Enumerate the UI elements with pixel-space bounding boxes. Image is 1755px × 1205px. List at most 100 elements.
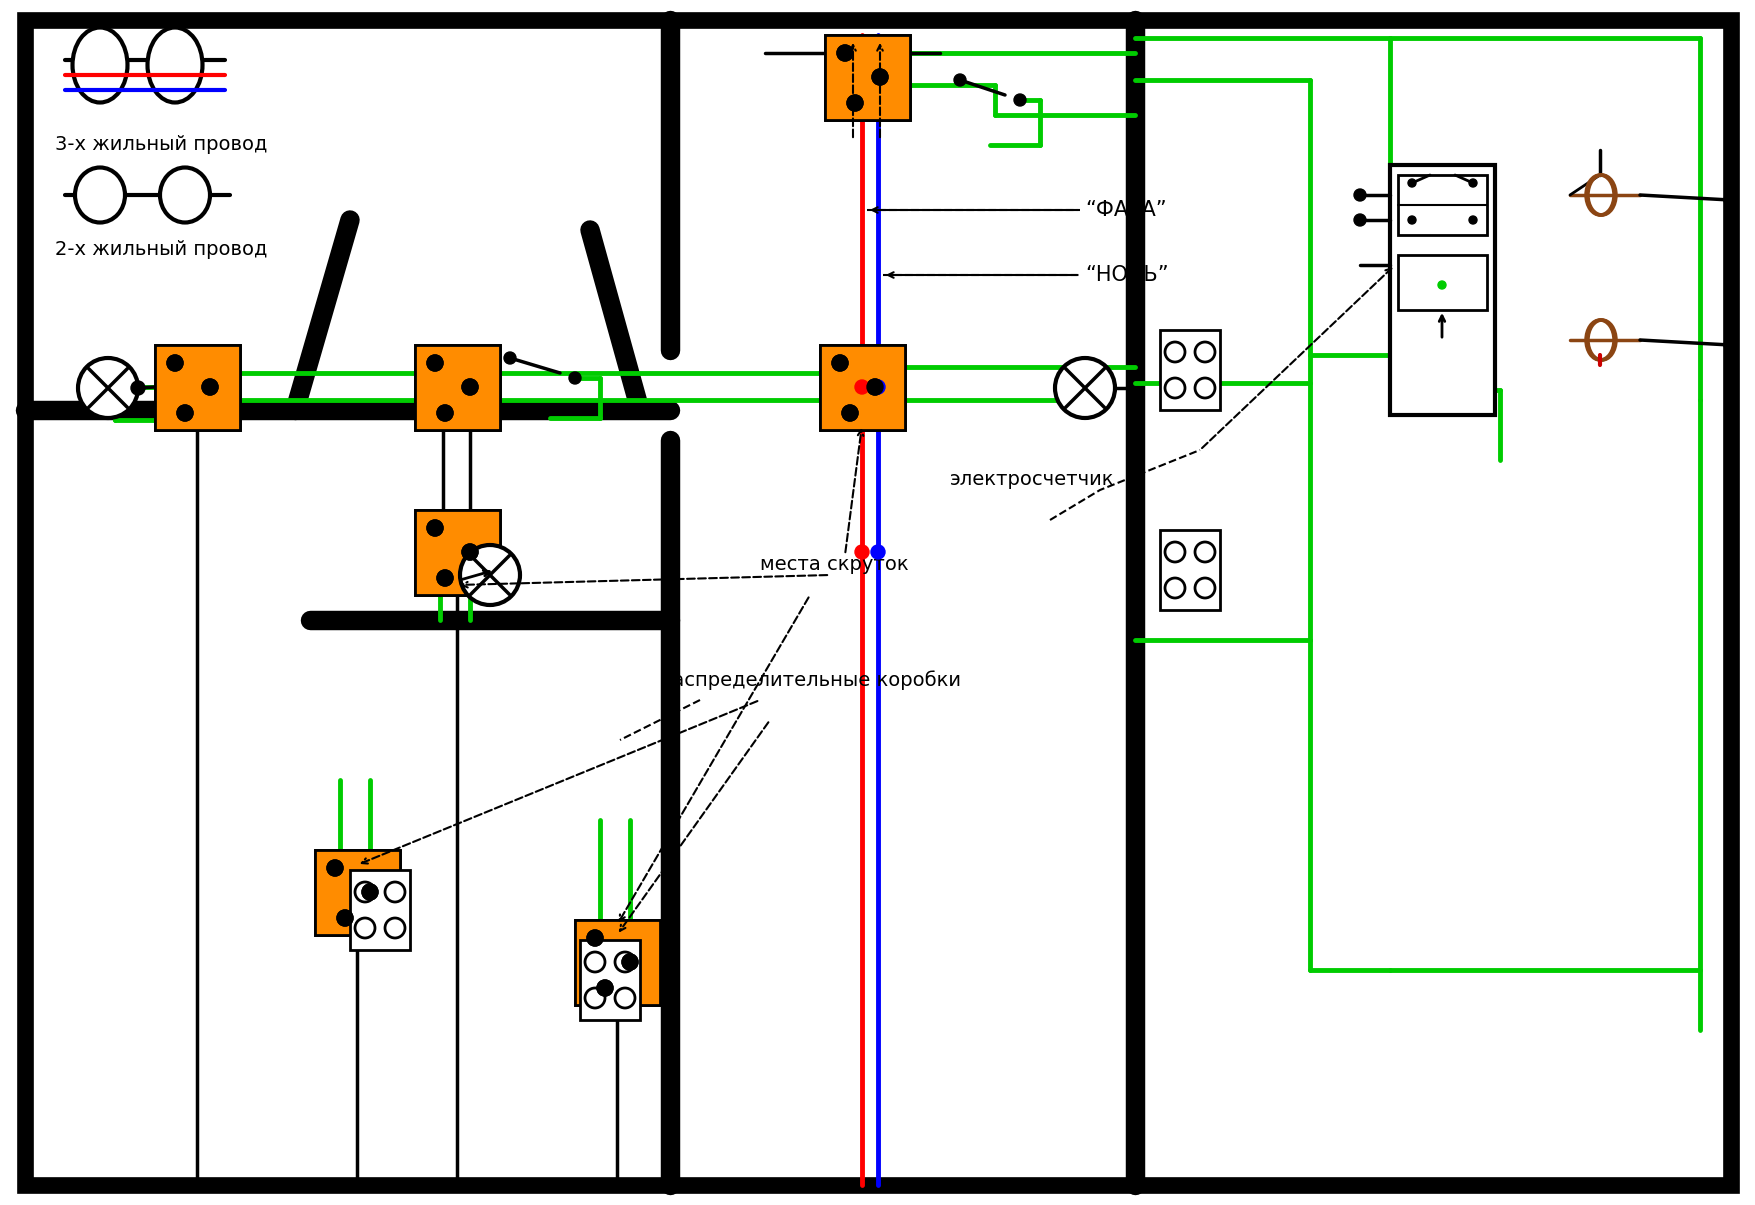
Circle shape [1469,216,1476,224]
Circle shape [1164,342,1185,362]
Text: 3-х жильный провод: 3-х жильный провод [54,135,267,154]
Ellipse shape [147,28,202,102]
Bar [820,345,904,430]
Text: 2-х жильный провод: 2-х жильный провод [54,240,267,259]
Circle shape [1164,378,1185,398]
Circle shape [362,884,377,900]
Bar [1390,165,1494,415]
Circle shape [953,74,965,86]
Text: “НОЛЬ”: “НОЛЬ” [1085,265,1169,286]
Circle shape [841,405,858,421]
Circle shape [462,543,477,560]
Circle shape [1723,339,1736,351]
Circle shape [462,380,477,395]
Bar [579,940,639,1019]
Circle shape [1055,358,1114,418]
Circle shape [855,380,869,394]
Bar [820,345,904,430]
Bar [1397,175,1486,235]
Circle shape [586,930,602,946]
Circle shape [870,380,885,394]
Circle shape [437,570,453,586]
Circle shape [132,381,146,395]
Bar [574,919,660,1005]
Circle shape [355,918,376,937]
Bar [574,919,660,1005]
Circle shape [462,380,477,395]
Bar [349,870,409,950]
Circle shape [584,952,605,972]
Circle shape [326,860,342,876]
Circle shape [437,405,453,421]
Circle shape [504,352,516,364]
Circle shape [846,95,862,111]
Circle shape [384,918,405,937]
Bar [314,850,400,935]
Circle shape [337,910,353,925]
Bar [1397,255,1486,310]
Circle shape [1013,94,1025,106]
Circle shape [426,355,442,371]
Circle shape [426,521,442,536]
Bar [414,345,500,430]
Circle shape [855,545,869,559]
Circle shape [621,954,637,970]
Bar [825,35,909,120]
Circle shape [832,355,848,371]
Circle shape [872,69,888,86]
Circle shape [837,45,853,61]
Circle shape [202,380,218,395]
Circle shape [569,372,581,384]
Circle shape [426,521,442,536]
Bar [825,35,909,120]
Circle shape [841,405,858,421]
Circle shape [1353,214,1365,227]
Circle shape [614,988,635,1009]
Circle shape [362,884,377,900]
Circle shape [177,405,193,421]
Circle shape [621,954,637,970]
Circle shape [337,910,353,925]
Circle shape [597,980,612,997]
Circle shape [77,358,139,418]
Bar [154,345,240,430]
Circle shape [597,980,612,997]
Ellipse shape [75,167,125,223]
Bar [1160,530,1220,610]
Circle shape [1164,542,1185,562]
Text: “ФАЗА”: “ФАЗА” [1085,200,1165,221]
Circle shape [614,952,635,972]
Circle shape [1437,281,1444,289]
Bar [414,510,500,595]
Text: места скруток: места скруток [760,556,907,574]
Circle shape [1195,342,1214,362]
Circle shape [462,543,477,560]
Circle shape [867,380,883,395]
Circle shape [355,882,376,903]
Bar [414,510,500,595]
Circle shape [167,355,183,371]
Ellipse shape [72,28,128,102]
Circle shape [326,860,342,876]
Circle shape [832,355,848,371]
Circle shape [460,545,519,605]
Circle shape [867,380,883,395]
Text: электросчетчик: электросчетчик [949,470,1114,489]
Circle shape [584,988,605,1009]
Circle shape [437,570,453,586]
Bar [314,850,400,935]
Circle shape [1408,216,1415,224]
Circle shape [837,45,853,61]
Circle shape [1164,578,1185,598]
Circle shape [177,405,193,421]
Circle shape [1469,180,1476,187]
Circle shape [426,355,442,371]
Circle shape [870,545,885,559]
Bar [414,345,500,430]
Circle shape [202,380,218,395]
Bar [1160,330,1220,410]
Circle shape [846,95,862,111]
Circle shape [1353,189,1365,201]
Circle shape [1408,180,1415,187]
Circle shape [167,355,183,371]
